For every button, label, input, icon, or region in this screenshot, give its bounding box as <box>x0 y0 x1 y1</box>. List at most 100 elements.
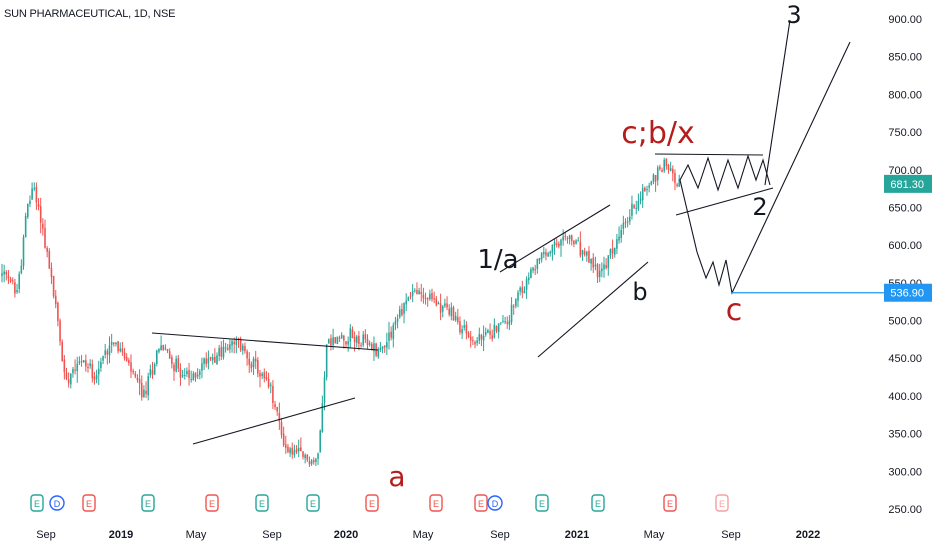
marker-letter: E <box>34 499 40 509</box>
triangle-upper-trendline <box>151 332 379 351</box>
candle-body <box>11 280 14 282</box>
candle-body <box>373 343 375 352</box>
x-tick-label: 2020 <box>334 529 358 541</box>
candle-body <box>439 303 442 313</box>
candle-body <box>24 215 27 238</box>
earnings-marker[interactable]: E <box>82 494 96 512</box>
candle-body <box>353 336 356 343</box>
marker-letter: E <box>145 499 151 509</box>
candle-body <box>396 318 399 322</box>
earnings-icon <box>30 494 44 512</box>
earnings-marker[interactable]: E <box>429 494 443 512</box>
candle-body <box>607 255 610 268</box>
candle-body <box>237 337 240 340</box>
x-tick-label: May <box>186 529 207 541</box>
candle-body <box>291 447 294 455</box>
candle-body <box>678 178 681 187</box>
earnings-marker[interactable]: E <box>663 494 677 512</box>
candle-body <box>308 461 311 465</box>
candle-body <box>549 251 552 254</box>
candle-body <box>497 323 500 333</box>
candle-body <box>493 324 496 338</box>
level-price-tag: 536.90 <box>890 288 924 300</box>
candle-body <box>661 170 663 172</box>
marker-letter: D <box>54 499 61 509</box>
candle-body <box>123 352 126 359</box>
candle-body <box>543 252 545 254</box>
candle-body <box>489 331 491 335</box>
candle-body <box>579 241 582 256</box>
candle-body <box>424 298 427 300</box>
candle-body <box>672 168 674 174</box>
x-tick-label: 2021 <box>565 529 589 541</box>
earnings-marker[interactable]: E <box>591 494 605 512</box>
candle-body <box>130 362 132 372</box>
candle-body <box>306 454 309 460</box>
earnings-icon <box>365 494 379 512</box>
candle-body <box>603 264 605 270</box>
dividend-marker[interactable]: D <box>49 495 65 511</box>
candle-body <box>371 343 373 351</box>
candle-body <box>263 372 266 379</box>
candle-body <box>220 347 223 357</box>
candle-body <box>487 330 489 333</box>
wave-label: a <box>388 460 405 493</box>
earnings-marker[interactable]: E <box>474 494 488 512</box>
earnings-marker[interactable]: E <box>365 494 379 512</box>
candle-body <box>601 268 603 272</box>
candle-body <box>553 242 556 246</box>
candle-body <box>199 371 201 375</box>
candle-body <box>616 239 618 249</box>
candle-body <box>93 376 96 381</box>
candle-body <box>508 320 511 325</box>
candle-body <box>149 369 152 376</box>
marker-letter: E <box>433 499 439 509</box>
candle-body <box>321 403 324 433</box>
earnings-marker[interactable]: E <box>141 494 155 512</box>
candle-body <box>349 328 352 342</box>
candle-body <box>504 321 506 323</box>
x-tick-label: May <box>413 529 434 541</box>
candle-body <box>411 291 414 296</box>
last-price-tag: 681.30 <box>890 179 924 191</box>
x-tick-label: May <box>644 529 665 541</box>
candle-body <box>663 160 665 171</box>
earnings-marker[interactable]: E <box>30 494 44 512</box>
earnings-marker[interactable]: E <box>715 494 729 512</box>
candle-body <box>295 448 298 453</box>
price-axis[interactable]: 900.00 850.00 800.00 750.00 700.00 650.00 600.… <box>888 14 922 516</box>
candle-body <box>78 361 81 364</box>
candle-body <box>239 338 242 351</box>
earnings-marker[interactable]: E <box>255 494 269 512</box>
candle-body <box>297 447 300 452</box>
candle-body <box>564 235 567 237</box>
candle-body <box>650 181 653 185</box>
channel-lower-trendline <box>537 261 649 358</box>
candle-series <box>1 157 681 467</box>
earnings-icon <box>306 494 320 512</box>
earnings-marker[interactable]: E <box>306 494 320 512</box>
earnings-marker[interactable]: E <box>535 494 549 512</box>
wave-label: b <box>632 278 647 306</box>
candle-body <box>629 216 631 222</box>
earnings-marker[interactable]: E <box>205 494 219 512</box>
earnings-icon <box>429 494 443 512</box>
marker-letter: E <box>719 499 725 509</box>
candle-body <box>566 238 569 240</box>
last-price-tag-bg <box>884 174 932 193</box>
candle-body <box>72 369 74 374</box>
y-tick-label: 250.00 <box>888 504 922 516</box>
dividend-marker[interactable]: D <box>487 495 503 511</box>
y-tick-label: 650.00 <box>888 202 922 214</box>
candle-body <box>394 320 397 325</box>
candle-body <box>267 378 270 388</box>
time-axis[interactable]: Sep 2019 May Sep 2020 May Sep 2021 May Sep 2022 <box>36 529 820 541</box>
candle-body <box>555 243 558 245</box>
candle-body <box>156 350 158 364</box>
candle-body <box>95 375 98 380</box>
candle-body <box>278 412 281 422</box>
candle-body <box>336 336 339 345</box>
candle-body <box>416 289 418 294</box>
candle-body <box>437 302 440 305</box>
